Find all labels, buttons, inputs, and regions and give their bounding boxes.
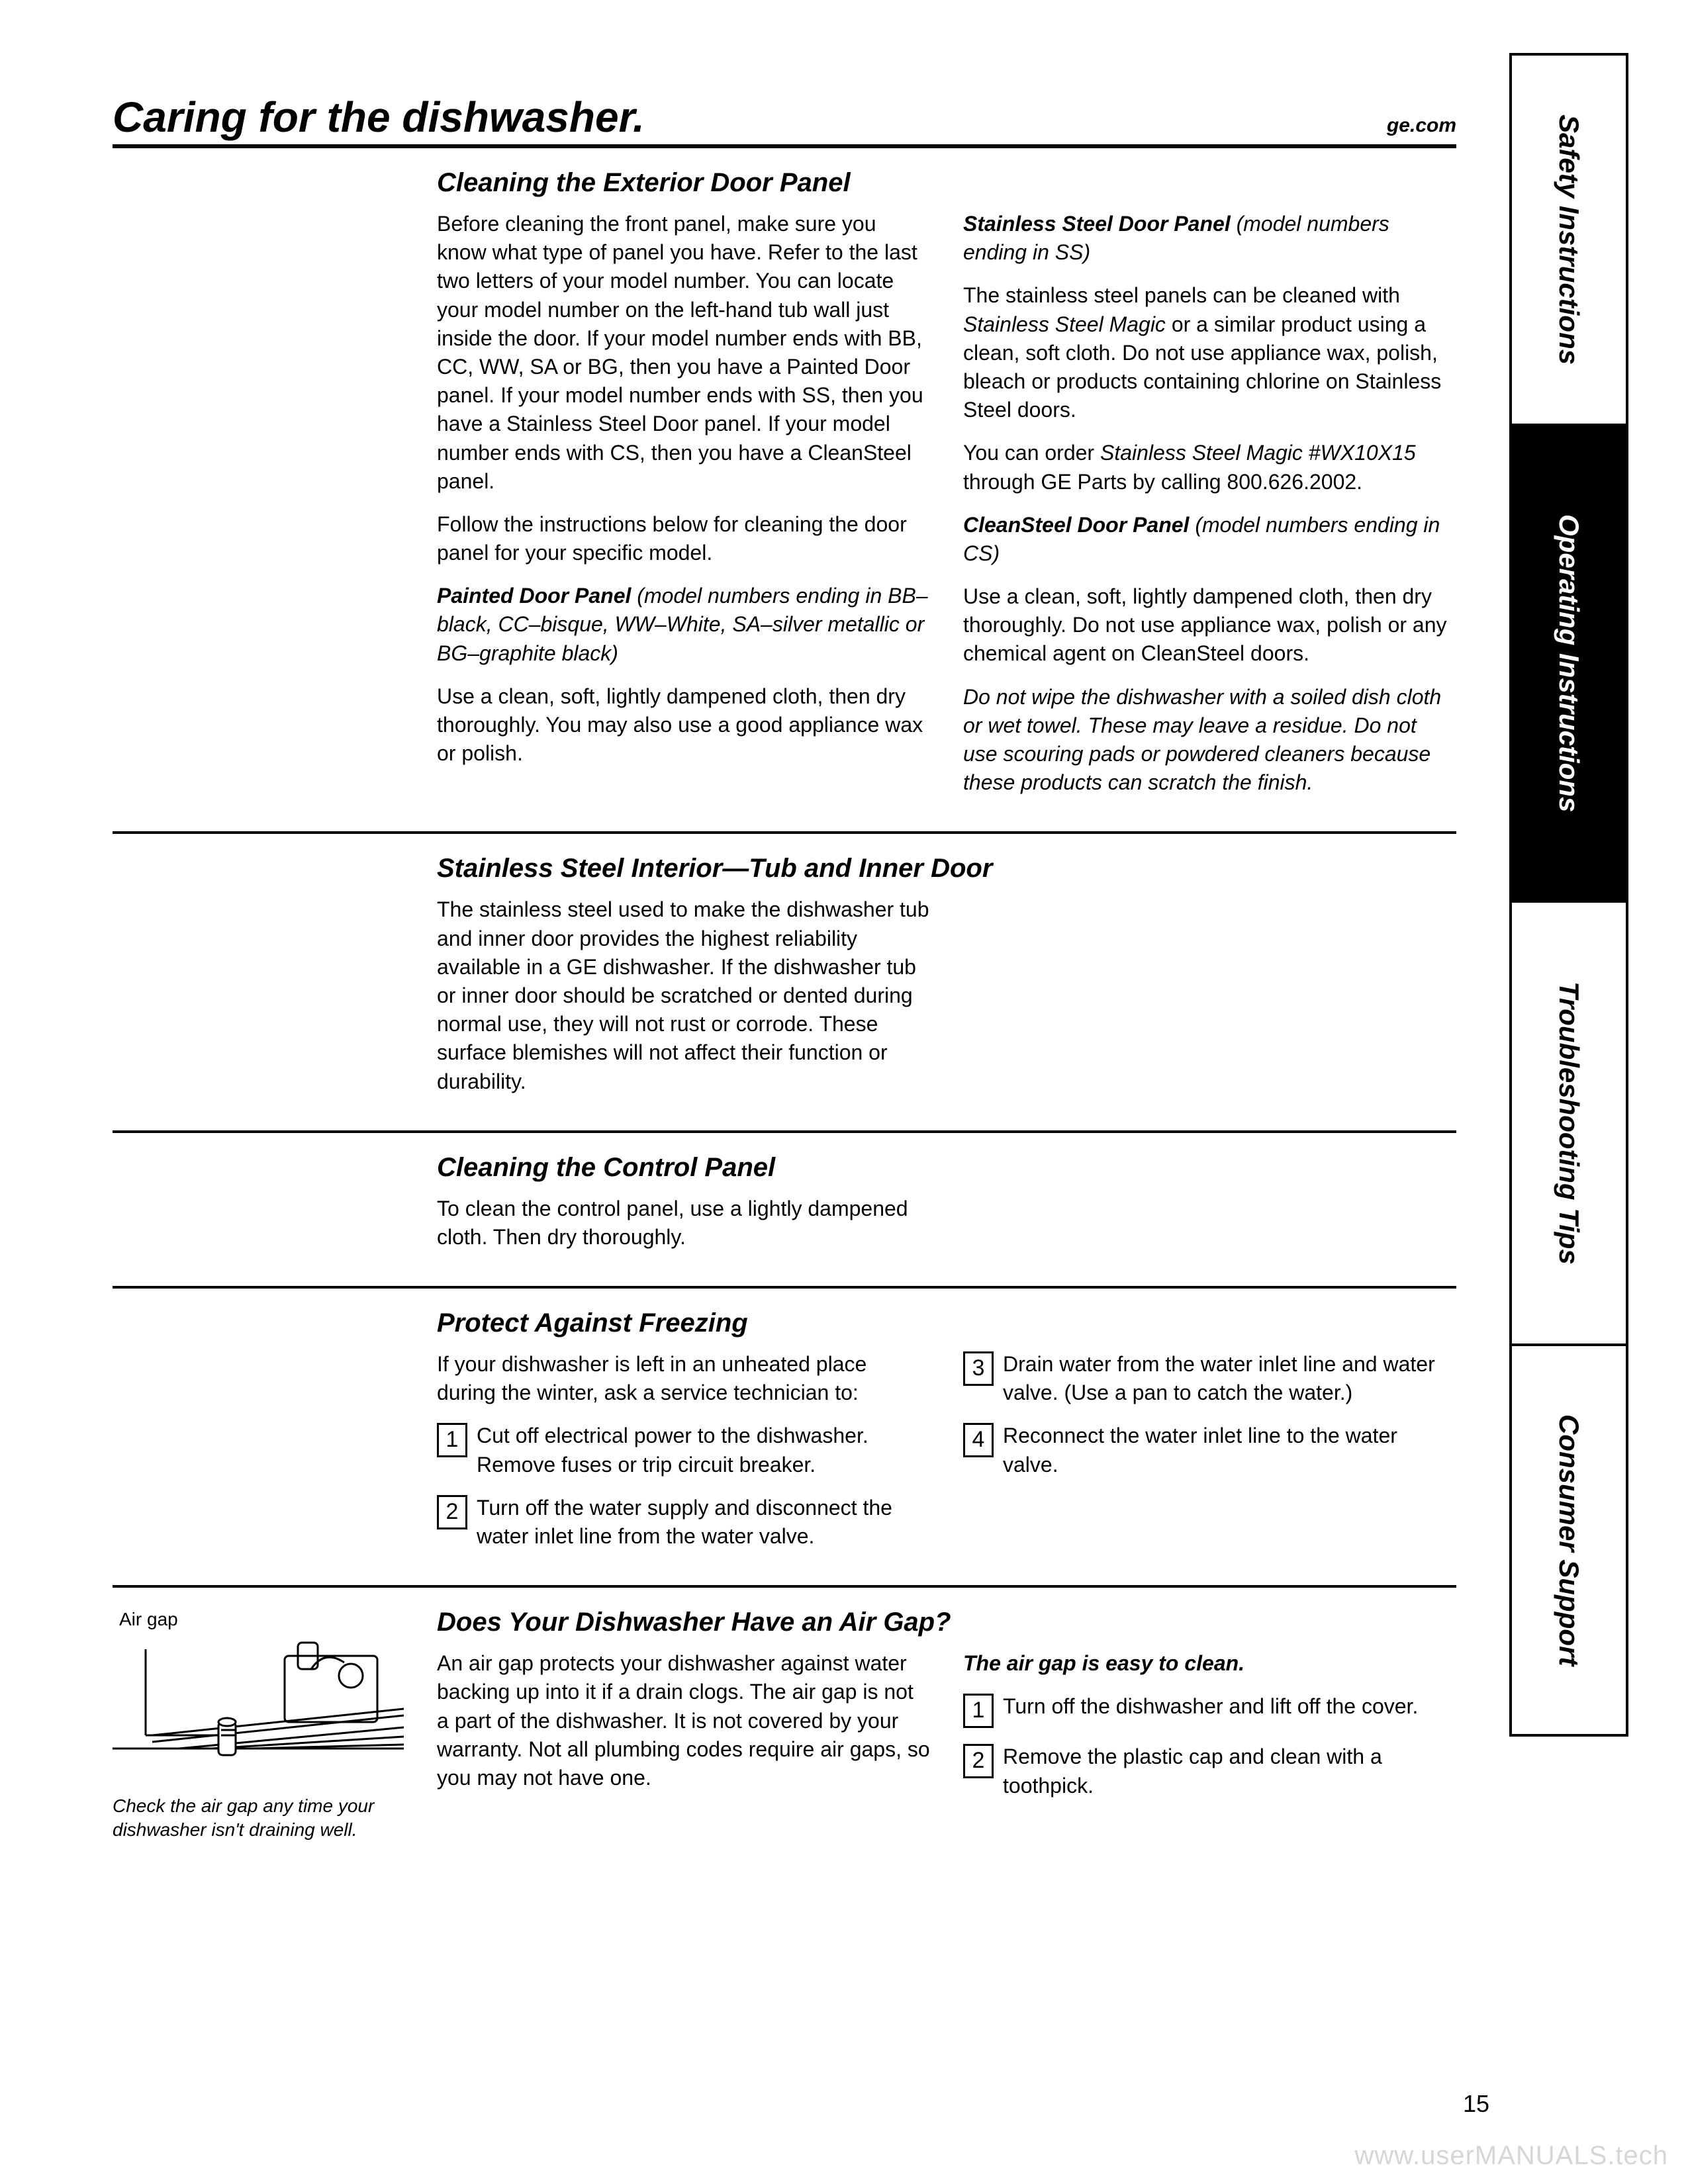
panel-type-heading: Stainless Steel Door Panel <box>963 212 1231 236</box>
step-text: Drain water from the water inlet line an… <box>1003 1350 1456 1407</box>
section-exterior-door: Cleaning the Exterior Door Panel Before … <box>113 168 1456 834</box>
paragraph: The stainless steel used to make the dis… <box>437 895 930 1095</box>
text-run: You can order <box>963 441 1100 465</box>
section-gutter <box>113 1308 437 1565</box>
content: Cleaning the Exterior Door Panel Before … <box>113 168 1456 1862</box>
panel-type-heading: Painted Door Panel <box>437 584 631 608</box>
step-number-icon: 2 <box>963 1744 994 1778</box>
step-number-icon: 1 <box>963 1694 994 1728</box>
side-tabs: Safety Instructions Operating Instructio… <box>1509 53 1628 2105</box>
paragraph: Do not wipe the dishwasher with a soiled… <box>963 683 1456 797</box>
section-stainless-interior: Stainless Steel Interior—Tub and Inner D… <box>113 854 1456 1132</box>
step-item: 1 Cut off electrical power to the dishwa… <box>437 1422 930 1479</box>
product-name: Stainless Steel Magic <box>963 312 1166 336</box>
side-tab-operating[interactable]: Operating Instructions <box>1509 426 1628 903</box>
paragraph: Stainless Steel Door Panel (model number… <box>963 210 1456 267</box>
page-number: 15 <box>1463 2090 1489 2118</box>
section-gutter <box>113 1153 437 1266</box>
step-number-icon: 4 <box>963 1423 994 1457</box>
section-control-panel: Cleaning the Control Panel To clean the … <box>113 1153 1456 1289</box>
section-title: Does Your Dishwasher Have an Air Gap? <box>437 1608 1456 1637</box>
section-freezing: Protect Against Freezing If your dishwas… <box>113 1308 1456 1588</box>
subheading: The air gap is easy to clean. <box>963 1649 1456 1678</box>
step-item: 2 Remove the plastic cap and clean with … <box>963 1743 1456 1799</box>
step-text: Cut off electrical power to the dishwash… <box>477 1422 930 1479</box>
step-text: Turn off the dishwasher and lift off the… <box>1003 1692 1456 1728</box>
airgap-label: Air gap <box>113 1608 417 1631</box>
product-name: Stainless Steel Magic #WX10X15 <box>1100 441 1416 465</box>
text-run: through GE Parts by calling 800.626.2002… <box>963 470 1362 494</box>
page-header: Caring for the dishwasher. ge.com <box>113 93 1456 148</box>
paragraph: Use a clean, soft, lightly dampened clot… <box>437 682 930 768</box>
paragraph: Follow the instructions below for cleani… <box>437 510 930 567</box>
site-label: ge.com <box>1387 114 1456 137</box>
side-tab-safety[interactable]: Safety Instructions <box>1509 56 1628 426</box>
section-air-gap: Air gap <box>113 1608 1456 1862</box>
subheading-text: The air gap is easy to clean. <box>963 1651 1244 1675</box>
step-item: 2 Turn off the water supply and disconne… <box>437 1494 930 1551</box>
section-title: Stainless Steel Interior—Tub and Inner D… <box>437 854 1456 884</box>
paragraph: An air gap protects your dishwasher agai… <box>437 1649 930 1792</box>
side-tab-troubleshooting[interactable]: Troubleshooting Tips <box>1509 903 1628 1346</box>
paragraph: CleanSteel Door Panel (model numbers end… <box>963 511 1456 568</box>
section-gutter <box>113 168 437 811</box>
paragraph: To clean the control panel, use a lightl… <box>437 1195 930 1251</box>
section-title: Protect Against Freezing <box>437 1308 1456 1338</box>
step-item: 3 Drain water from the water inlet line … <box>963 1350 1456 1407</box>
airgap-figure: Air gap <box>113 1608 417 1843</box>
section-title: Cleaning the Exterior Door Panel <box>437 168 1456 198</box>
step-text: Remove the plastic cap and clean with a … <box>1003 1743 1456 1799</box>
watermark: www.userMANUALS.tech <box>1355 2141 1668 2171</box>
section-gutter: Air gap <box>113 1608 437 1843</box>
paragraph: The stainless steel panels can be cleane… <box>963 281 1456 424</box>
paragraph: You can order Stainless Steel Magic #WX1… <box>963 439 1456 496</box>
section-title: Cleaning the Control Panel <box>437 1153 1456 1183</box>
step-item: 1 Turn off the dishwasher and lift off t… <box>963 1692 1456 1728</box>
paragraph: Before cleaning the front panel, make su… <box>437 210 930 496</box>
paragraph: If your dishwasher is left in an unheate… <box>437 1350 930 1407</box>
step-number-icon: 1 <box>437 1423 467 1457</box>
page-title: Caring for the dishwasher. <box>113 93 645 142</box>
step-number-icon: 2 <box>437 1495 467 1529</box>
text-run: The stainless steel panels can be cleane… <box>963 283 1400 307</box>
airgap-caption: Check the air gap any time your dishwash… <box>113 1794 417 1843</box>
panel-type-heading: CleanSteel Door Panel <box>963 513 1189 537</box>
step-number-icon: 3 <box>963 1351 994 1386</box>
step-text: Turn off the water supply and disconnect… <box>477 1494 930 1551</box>
section-gutter <box>113 854 437 1110</box>
paragraph: Use a clean, soft, lightly dampened clot… <box>963 582 1456 668</box>
step-text: Reconnect the water inlet line to the wa… <box>1003 1422 1456 1479</box>
step-item: 4 Reconnect the water inlet line to the … <box>963 1422 1456 1479</box>
caution-text: Do not wipe the dishwasher with a soiled… <box>963 685 1441 795</box>
side-tab-consumer-support[interactable]: Consumer Support <box>1509 1346 1628 1737</box>
airgap-illustration-icon <box>113 1636 404 1782</box>
paragraph: Painted Door Panel (model numbers ending… <box>437 582 930 668</box>
